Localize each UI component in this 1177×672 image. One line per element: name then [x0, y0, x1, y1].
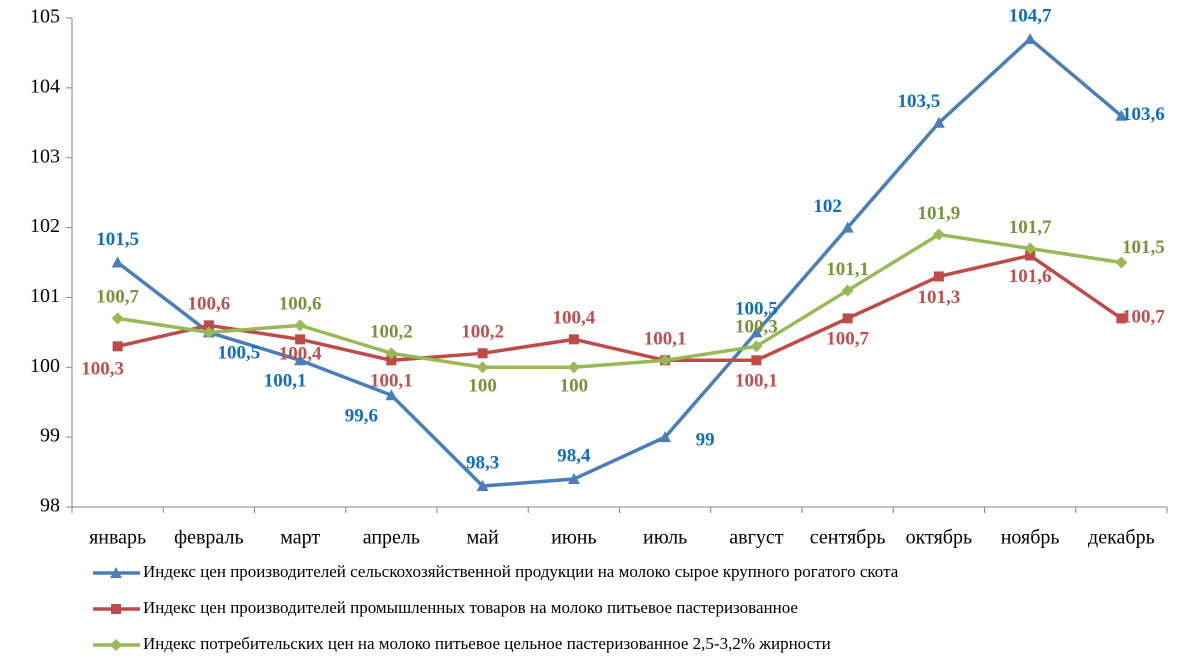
marker	[110, 567, 122, 578]
marker	[476, 361, 489, 374]
marker	[1024, 242, 1037, 255]
marker	[110, 639, 122, 651]
series-line	[117, 232, 1122, 370]
x-tick-label: июль	[643, 527, 687, 549]
series-line	[117, 253, 1123, 363]
data-label: 101,9	[918, 203, 961, 224]
marker	[841, 284, 854, 297]
x-tick-label: март	[280, 527, 320, 549]
marker	[568, 334, 579, 345]
x-tick-label: август	[729, 527, 783, 549]
marker	[932, 228, 945, 241]
marker	[203, 320, 214, 331]
data-label: 101,1	[826, 259, 869, 280]
legend-label: Индекс цен производителей промышленных т…	[143, 598, 798, 617]
marker	[477, 348, 488, 359]
data-label: 100,5	[218, 343, 261, 364]
marker	[842, 313, 853, 324]
marker	[112, 341, 123, 352]
marker	[294, 319, 307, 332]
marker	[1024, 32, 1037, 44]
data-label: 100,7	[1122, 307, 1165, 328]
y-tick-label: 104	[30, 75, 60, 97]
data-label: 102	[813, 196, 842, 217]
marker	[386, 355, 397, 366]
data-label: 100	[468, 376, 497, 397]
data-label: 101,7	[1009, 217, 1052, 238]
marker	[1116, 313, 1127, 324]
marker	[1115, 109, 1128, 121]
data-label: 98,3	[466, 452, 499, 473]
data-label: 100,4	[279, 344, 322, 365]
x-tick-label: сентябрь	[810, 527, 886, 549]
y-tick-label: 105	[30, 6, 60, 28]
marker	[750, 340, 763, 353]
marker	[111, 256, 124, 268]
data-label: 104,7	[1009, 5, 1052, 26]
marker	[295, 334, 306, 345]
y-tick-label: 103	[30, 145, 60, 167]
data-label: 100,6	[279, 294, 322, 315]
y-tick-label: 101	[30, 285, 60, 307]
data-label: 99,6	[345, 406, 378, 427]
x-tick-label: февраль	[174, 527, 243, 549]
data-label: 100,1	[264, 371, 307, 392]
marker	[933, 271, 944, 282]
x-tick-label: ноябрь	[1001, 527, 1060, 549]
marker	[294, 354, 307, 366]
data-label: 100,2	[370, 322, 413, 343]
data-label: 100,5	[735, 299, 778, 320]
marker	[567, 361, 580, 374]
y-tick-label: 98	[40, 495, 60, 517]
y-tick-label: 102	[30, 215, 60, 237]
legend-label: Индекс цен производителей сельскохозяйст…	[143, 562, 899, 581]
data-label: 100,1	[370, 371, 413, 392]
data-label: 101,6	[1009, 266, 1052, 287]
marker	[750, 326, 763, 338]
data-label: 100,2	[461, 322, 504, 343]
marker	[751, 355, 762, 366]
marker	[111, 604, 121, 614]
data-label: 100	[560, 376, 589, 397]
data-label: 100,7	[826, 329, 869, 350]
data-label: 100,4	[553, 308, 596, 329]
series-line	[116, 36, 1123, 488]
x-tick-label: апрель	[363, 527, 420, 549]
data-label: 100,3	[81, 359, 124, 380]
marker	[659, 431, 672, 443]
data-label: 100,1	[735, 371, 778, 392]
data-label: 101,5	[1122, 237, 1165, 258]
data-label: 101,3	[918, 287, 961, 308]
marker	[932, 116, 945, 128]
legend-label: Индекс потребительских цен на молоко пит…	[143, 634, 831, 653]
marker	[1025, 250, 1036, 261]
marker	[202, 326, 215, 339]
marker	[476, 480, 489, 492]
y-tick-label: 100	[30, 355, 60, 377]
data-label: 100,6	[188, 294, 231, 315]
marker	[385, 389, 398, 401]
data-label: 103,5	[898, 91, 941, 112]
marker	[567, 473, 580, 485]
marker	[659, 354, 672, 367]
x-tick-label: июнь	[551, 527, 596, 549]
y-tick-label: 99	[40, 425, 60, 447]
data-label: 100,7	[96, 287, 139, 308]
marker	[111, 312, 124, 325]
x-tick-label: январь	[89, 527, 146, 549]
data-label: 100,1	[644, 329, 687, 350]
data-label: 99	[696, 430, 715, 451]
data-label: 98,4	[557, 445, 591, 466]
marker	[1115, 256, 1128, 269]
x-tick-label: май	[467, 527, 499, 549]
data-label: 101,5	[96, 229, 139, 250]
data-label: 103,6	[1122, 104, 1165, 125]
marker	[841, 221, 854, 233]
x-tick-label: октябрь	[906, 527, 972, 549]
marker	[385, 347, 398, 360]
x-tick-label: декабрь	[1088, 527, 1155, 549]
data-label: 100,3	[735, 317, 778, 338]
